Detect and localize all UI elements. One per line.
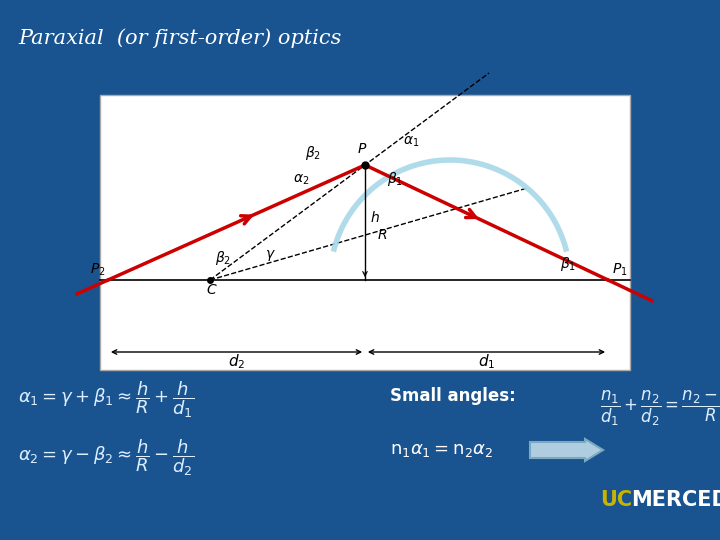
Text: $P$: $P$ [357,142,367,156]
Text: $\beta_2$: $\beta_2$ [215,249,231,267]
Text: $\mathrm{n_1}\alpha_1 = \mathrm{n_2}\alpha_2$: $\mathrm{n_1}\alpha_1 = \mathrm{n_2}\alp… [390,441,493,459]
Text: $d_2$: $d_2$ [228,352,246,370]
Text: UC: UC [600,490,632,510]
Text: $C$: $C$ [206,283,217,297]
FancyArrow shape [530,439,603,461]
Text: $P_1$: $P_1$ [612,262,628,279]
Text: $\gamma$: $\gamma$ [265,248,276,263]
Text: $\beta_2$: $\beta_2$ [305,144,321,162]
Text: $\alpha_1 = \gamma + \beta_1 \approx \dfrac{h}{R}+\dfrac{h}{d_1}$: $\alpha_1 = \gamma + \beta_1 \approx \df… [18,380,194,420]
Text: MERCED: MERCED [631,490,720,510]
Text: $\alpha_1$: $\alpha_1$ [403,135,419,150]
Text: Paraxial  (or first-order) optics: Paraxial (or first-order) optics [18,28,341,48]
Text: $d_1$: $d_1$ [478,352,495,370]
Text: $\alpha_2$: $\alpha_2$ [293,173,310,187]
Text: $\alpha_2 = \gamma - \beta_2 \approx \dfrac{h}{R}-\dfrac{h}{d_2}$: $\alpha_2 = \gamma - \beta_2 \approx \df… [18,438,194,478]
Text: $P_2$: $P_2$ [90,262,106,279]
Text: $h$: $h$ [370,211,380,226]
Text: $\beta_1$: $\beta_1$ [387,170,403,188]
Text: Small angles:: Small angles: [390,387,516,405]
Text: $R$: $R$ [377,228,387,242]
Bar [100,95,630,370]
Text: $\dfrac{n_1}{d_1}+\dfrac{n_2}{d_2}=\dfrac{n_2-n_1}{R}$: $\dfrac{n_1}{d_1}+\dfrac{n_2}{d_2}=\dfra… [600,388,720,428]
Text: $\beta_1$: $\beta_1$ [560,255,576,273]
